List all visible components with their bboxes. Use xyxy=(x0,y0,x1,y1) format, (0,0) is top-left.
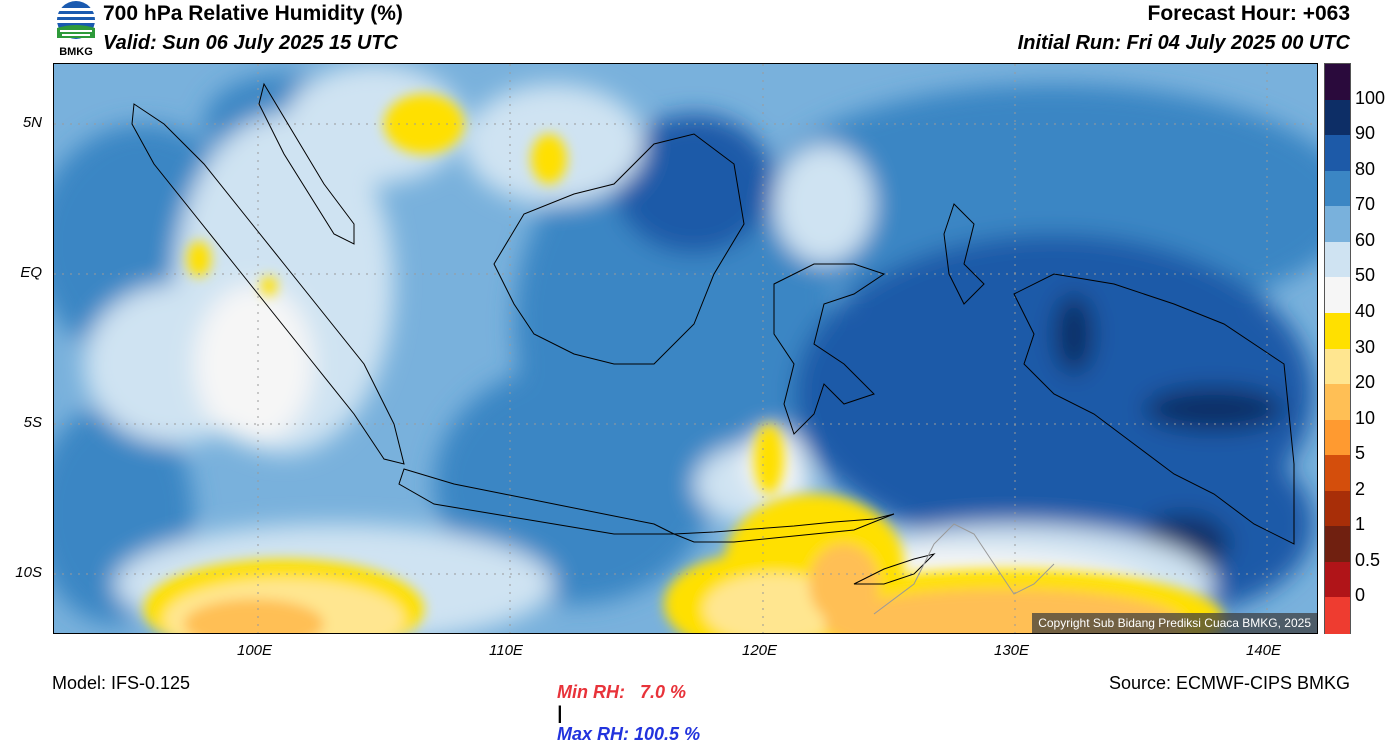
lon-label-130e: 130E xyxy=(994,642,1030,659)
model-label: Model: IFS-0.125 xyxy=(52,673,191,693)
colorbar-label: 5 xyxy=(1355,443,1366,464)
lat-label-eq: EQ xyxy=(20,264,42,281)
copyright-label: Copyright Sub Bidang Prediksi Cuaca BMKG… xyxy=(1032,613,1317,633)
colorbar-swatch xyxy=(1325,312,1350,349)
colorbar-swatch xyxy=(1325,206,1350,243)
lon-label-100e: 100E xyxy=(237,642,273,659)
lon-label-120e: 120E xyxy=(742,642,778,659)
colorbar-label: 0 xyxy=(1355,585,1366,606)
colorbar-label: 40 xyxy=(1355,300,1376,321)
lon-label-110e: 110E xyxy=(489,642,523,659)
colorbar-swatch xyxy=(1325,64,1350,101)
colorbar-swatch xyxy=(1325,135,1350,172)
colorbar-label: 100 xyxy=(1355,87,1386,108)
lon-label-140e: 140E xyxy=(1246,642,1282,659)
colorbar-swatch xyxy=(1325,99,1350,136)
rh-stats: Min RH: 7.0 % | Max RH: 100.5 % xyxy=(547,661,700,745)
colorbar-swatch xyxy=(1325,384,1350,421)
max-rh: Max RH: 100.5 % xyxy=(557,724,701,744)
colorbar-swatch xyxy=(1325,241,1350,278)
colorbar xyxy=(1324,63,1351,634)
colorbar-label: 70 xyxy=(1355,194,1376,215)
map-title: 700 hPa Relative Humidity (%) xyxy=(103,2,403,25)
valid-time: Valid: Sun 06 July 2025 15 UTC xyxy=(103,32,398,54)
initial-run: Initial Run: Fri 04 July 2025 00 UTC xyxy=(1017,32,1350,54)
colorbar-label: 80 xyxy=(1355,158,1376,179)
lat-label-5s: 5S xyxy=(23,414,42,431)
colorbar-label: 0.5 xyxy=(1355,549,1381,570)
min-rh: Min RH: 7.0 % xyxy=(557,682,687,702)
stats-separator: | xyxy=(557,703,563,723)
colorbar-label: 30 xyxy=(1355,336,1376,357)
colorbar-label: 90 xyxy=(1355,123,1376,144)
colorbar-swatch xyxy=(1325,561,1350,598)
source-label: Source: ECMWF-CIPS BMKG xyxy=(1108,673,1350,693)
colorbar-label: 50 xyxy=(1355,265,1376,286)
colorbar-swatch xyxy=(1325,455,1350,492)
colorbar-label: 2 xyxy=(1355,478,1366,499)
colorbar-swatch xyxy=(1325,597,1350,634)
colorbar-swatch xyxy=(1325,526,1350,563)
logo-text: BMKG xyxy=(59,46,93,58)
colorbar-swatch xyxy=(1325,419,1350,456)
humidity-map: Copyright Sub Bidang Prediksi Cuaca BMKG… xyxy=(53,63,1318,634)
colorbar-label: 20 xyxy=(1355,372,1376,393)
colorbar-label: 1 xyxy=(1355,514,1366,535)
forecast-hour: Forecast Hour: +063 xyxy=(1147,2,1351,25)
lat-label-5n: 5N xyxy=(22,114,42,131)
colorbar-label: 10 xyxy=(1355,407,1376,428)
bmkg-logo: BMKG xyxy=(52,0,100,62)
colorbar-label: 60 xyxy=(1355,229,1376,250)
colorbar-swatch xyxy=(1325,170,1350,207)
lat-label-10s: 10S xyxy=(15,564,42,581)
colorbar-swatch xyxy=(1325,348,1350,385)
colorbar-swatch xyxy=(1325,490,1350,527)
colorbar-swatch xyxy=(1325,277,1350,314)
